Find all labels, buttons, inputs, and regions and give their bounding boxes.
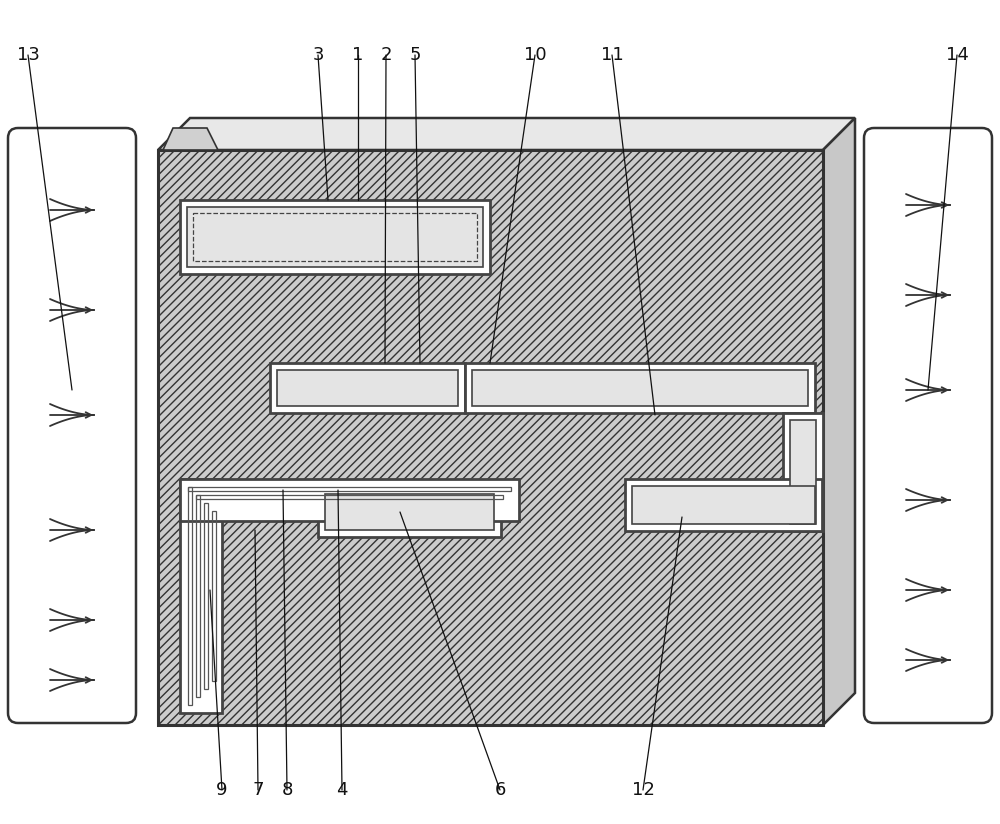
Bar (325, 494, 494, 530)
Text: 1: 1 (352, 46, 364, 64)
FancyBboxPatch shape (864, 128, 992, 723)
FancyBboxPatch shape (8, 128, 136, 723)
Bar (187, 207, 483, 267)
Bar (790, 420, 816, 524)
Bar (180, 479, 222, 713)
Text: 5: 5 (409, 46, 421, 64)
Bar (625, 479, 822, 531)
Bar (188, 487, 192, 705)
Bar (204, 503, 208, 689)
Text: 4: 4 (336, 781, 348, 799)
Text: 6: 6 (494, 781, 506, 799)
Text: 8: 8 (281, 781, 293, 799)
Polygon shape (823, 118, 855, 725)
Bar (472, 370, 808, 406)
Text: 2: 2 (380, 46, 392, 64)
Bar (212, 511, 216, 681)
Text: 10: 10 (524, 46, 546, 64)
Text: 11: 11 (601, 46, 623, 64)
Bar (180, 200, 490, 274)
Text: 13: 13 (17, 46, 39, 64)
Bar (180, 479, 519, 521)
Polygon shape (163, 128, 218, 150)
Bar (277, 370, 458, 406)
Text: 9: 9 (216, 781, 228, 799)
Bar (270, 363, 465, 413)
Bar (196, 495, 503, 499)
Bar (193, 213, 477, 261)
Bar (158, 150, 823, 725)
Bar (465, 363, 815, 413)
Text: 12: 12 (632, 781, 654, 799)
Text: 7: 7 (252, 781, 264, 799)
Bar (783, 413, 823, 531)
Bar (196, 495, 200, 697)
Bar (318, 487, 501, 537)
Polygon shape (158, 118, 855, 150)
Text: 14: 14 (946, 46, 968, 64)
Text: 3: 3 (312, 46, 324, 64)
Bar (188, 487, 511, 491)
Bar (632, 486, 815, 524)
